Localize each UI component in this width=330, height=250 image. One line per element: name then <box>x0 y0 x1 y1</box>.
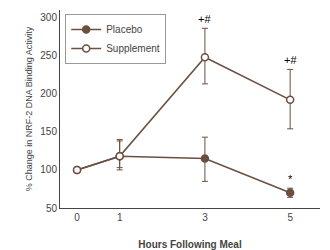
svg-text:*: * <box>288 173 293 185</box>
svg-text:Hours Following Meal: Hours Following Meal <box>138 239 242 250</box>
svg-text:Placebo: Placebo <box>106 24 143 35</box>
svg-text:0: 0 <box>74 212 80 223</box>
svg-text:200: 200 <box>40 88 57 99</box>
svg-text:300: 300 <box>40 12 57 23</box>
svg-text:+#: +# <box>284 54 297 66</box>
svg-text:+#: +# <box>198 13 211 25</box>
svg-text:% Change in NRF-2 DNA Binding: % Change in NRF-2 DNA Binding Activity <box>24 26 34 191</box>
svg-text:3: 3 <box>202 212 208 223</box>
svg-text:1: 1 <box>117 212 123 223</box>
svg-text:150: 150 <box>40 126 57 137</box>
svg-text:Supplement: Supplement <box>106 43 160 54</box>
svg-text:5: 5 <box>287 212 293 223</box>
svg-text:50: 50 <box>46 203 58 214</box>
svg-text:250: 250 <box>40 50 57 61</box>
svg-text:100: 100 <box>40 164 57 175</box>
